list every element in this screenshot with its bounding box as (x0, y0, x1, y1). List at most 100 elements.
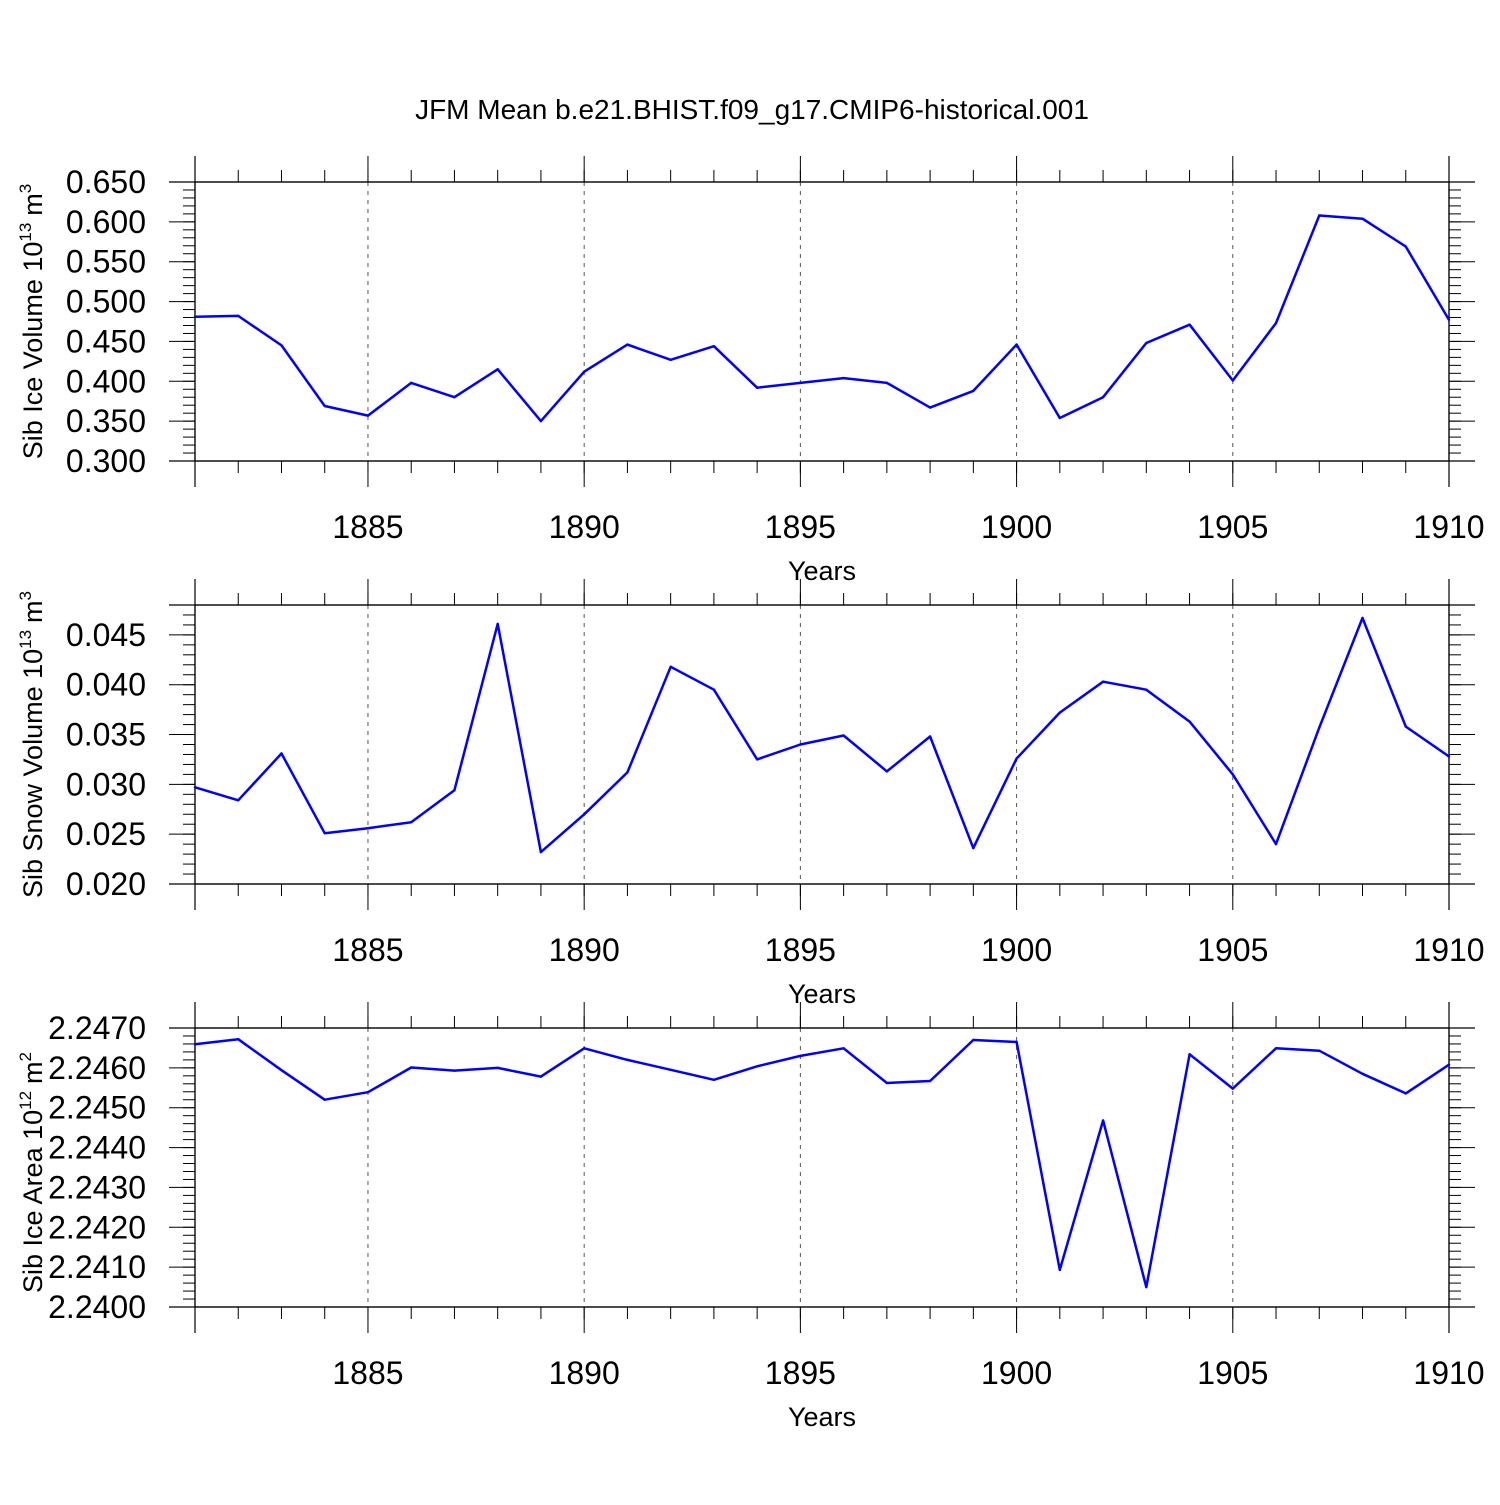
data-point (1231, 379, 1234, 382)
plot-frame (194, 1027, 1450, 1308)
y-tick-label: 0.500 (66, 284, 146, 320)
data-point (366, 414, 370, 417)
data-point (453, 789, 456, 792)
data-point (582, 1047, 586, 1050)
data-point (1361, 217, 1364, 220)
x-tick-label: 1905 (1197, 932, 1268, 968)
data-point (193, 315, 197, 318)
data-point (1101, 680, 1105, 683)
data-point (1274, 321, 1278, 325)
y-tick-label: 0.025 (66, 816, 146, 852)
data-point (1404, 245, 1407, 248)
x-tick-label: 1910 (1413, 509, 1484, 545)
data-point (539, 419, 543, 423)
data-point (539, 1075, 543, 1078)
data-point (842, 1047, 845, 1050)
y-tick-label: 2.2400 (48, 1289, 146, 1325)
data-point (1188, 1053, 1191, 1056)
data-point (712, 1078, 716, 1082)
data-point (842, 734, 845, 737)
data-point (323, 1098, 326, 1101)
data-point (669, 665, 672, 668)
y-tick-label: 2.2450 (48, 1090, 146, 1126)
data-point (193, 1043, 197, 1046)
data-point (928, 1079, 932, 1083)
data-point (280, 752, 283, 755)
y-tick-label: 0.035 (66, 717, 146, 753)
data-point (972, 389, 975, 393)
y-tick-label: 0.030 (66, 766, 146, 802)
y-tick-label: 0.650 (66, 164, 146, 200)
data-point (972, 846, 975, 850)
y-axis-label-exponent: 13 (16, 223, 35, 242)
data-point (1447, 1063, 1451, 1066)
data-point (1015, 1040, 1018, 1044)
data-point (1318, 726, 1321, 729)
x-tick-label: 1895 (765, 509, 836, 545)
data-point (323, 404, 326, 408)
y-axis-label-text: Sib Snow Volume 10 (18, 649, 48, 898)
plot-frame (194, 604, 1450, 885)
x-tick-label: 1895 (765, 1355, 836, 1391)
data-point (496, 368, 499, 371)
data-point (496, 1066, 499, 1070)
data-point (410, 381, 413, 385)
y-tick-label: 2.2440 (48, 1130, 146, 1166)
data-point (712, 345, 716, 348)
data-point (1058, 711, 1062, 714)
series-line (194, 616, 1450, 854)
data-point (755, 1065, 759, 1068)
x-tick-label: 1910 (1413, 932, 1484, 968)
y-tick-label: 2.2470 (48, 1010, 146, 1046)
y-tick-label: 0.300 (66, 443, 146, 479)
data-point (1058, 1268, 1062, 1272)
data-point (410, 1066, 413, 1069)
panel-2: 1885 1890 1895 1900 1905 1910 Years 0.020 0.025 0… (16, 579, 1485, 1009)
y-axis-label-text: Sib Ice Area 10 (18, 1110, 48, 1293)
data-point (842, 376, 845, 380)
y-tick-label: 2.2420 (48, 1209, 146, 1245)
data-point (280, 344, 283, 347)
data-point (496, 622, 499, 626)
data-point (1188, 720, 1191, 723)
y-tick-label: 0.400 (66, 363, 146, 399)
data-point (193, 786, 197, 789)
y-axis-label: Sib Ice Volume 1013 m3 (16, 184, 48, 460)
data-point (1447, 755, 1451, 758)
x-tick-label: 1900 (981, 509, 1052, 545)
data-point (1231, 1087, 1234, 1090)
data-point (712, 688, 716, 691)
x-axis-label: Years (788, 556, 856, 586)
data-point (1361, 1072, 1364, 1076)
data-point (1145, 688, 1148, 691)
data-point (1015, 343, 1018, 346)
data-point (885, 381, 889, 385)
x-tick-label: 1900 (981, 1355, 1052, 1391)
data-point (582, 370, 586, 373)
x-tick-label: 1905 (1197, 1355, 1268, 1391)
data-point (755, 386, 759, 389)
y-axis-label-unit: m (18, 193, 48, 216)
data-point (669, 358, 672, 361)
data-point (626, 1058, 629, 1062)
plot-frame (194, 181, 1450, 462)
y-tick-label: 0.040 (66, 667, 146, 703)
x-tick-label: 1885 (332, 1355, 403, 1391)
data-point (366, 827, 370, 830)
y-axis-label-exponent: 12 (16, 1091, 35, 1110)
y-tick-label: 2.2410 (48, 1249, 146, 1285)
data-point (1274, 842, 1278, 846)
data-point (1015, 757, 1018, 760)
panels: 1885 1890 1895 1900 1905 1910 Years 0.300 0.350 0… (16, 156, 1485, 1432)
data-point (669, 1068, 672, 1072)
panel-1: 1885 1890 1895 1900 1905 1910 Years 0.300 0.350 0… (16, 156, 1485, 586)
data-point (1404, 725, 1407, 728)
y-tick-label: 2.2430 (48, 1169, 146, 1205)
data-point (453, 396, 456, 399)
data-point (799, 1054, 802, 1058)
data-point (1318, 214, 1321, 217)
data-point (539, 850, 543, 854)
data-point (1404, 1092, 1407, 1095)
